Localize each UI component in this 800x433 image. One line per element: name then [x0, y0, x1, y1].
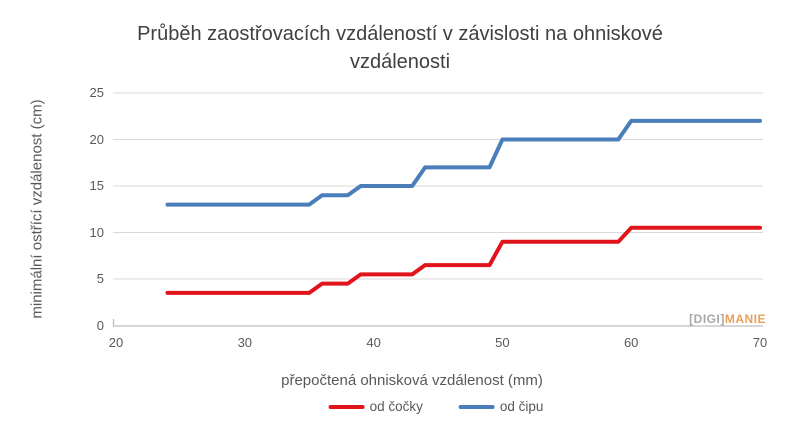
y-tick-label: 25 — [89, 85, 104, 100]
x-tick-label: 20 — [108, 335, 124, 350]
x-tick-label: 60 — [623, 335, 639, 350]
y-axis-title: minimální ostřící vzdálenost (cm) — [28, 99, 46, 319]
legend-item-0: od čočky — [328, 399, 423, 414]
legend-label: od čočky — [369, 399, 423, 414]
x-tick-label: 70 — [752, 335, 768, 350]
watermark-digi-text: [DIGI] — [689, 312, 725, 326]
watermark-manie-text: MANIE — [724, 312, 766, 326]
y-tick-label: 10 — [89, 224, 104, 240]
y-tick-label: 15 — [89, 178, 104, 193]
digimanie-watermark: [DIGI]MANIE — [689, 312, 766, 326]
x-tick-label: 50 — [495, 335, 510, 350]
y-tick-label: 20 — [89, 131, 104, 147]
x-axis-title: přepočtená ohnisková vzdálenost (mm) — [281, 372, 543, 389]
legend-swatch — [328, 404, 365, 409]
legend-swatch — [458, 404, 495, 409]
legend-item-1: od čipu — [458, 399, 544, 414]
chart-title: Průběh zaostřovacích vzdáleností v závis… — [137, 23, 663, 73]
series-line-0 — [165, 225, 762, 295]
y-tick-label: 0 — [96, 317, 104, 333]
legend-label: od čipu — [499, 399, 544, 414]
series-line-1 — [165, 118, 762, 207]
x-tick-label: 30 — [237, 335, 253, 350]
y-tick-label: 5 — [96, 271, 104, 286]
legend: od čočky od čipu — [328, 399, 544, 414]
x-tick-label: 40 — [366, 335, 381, 350]
